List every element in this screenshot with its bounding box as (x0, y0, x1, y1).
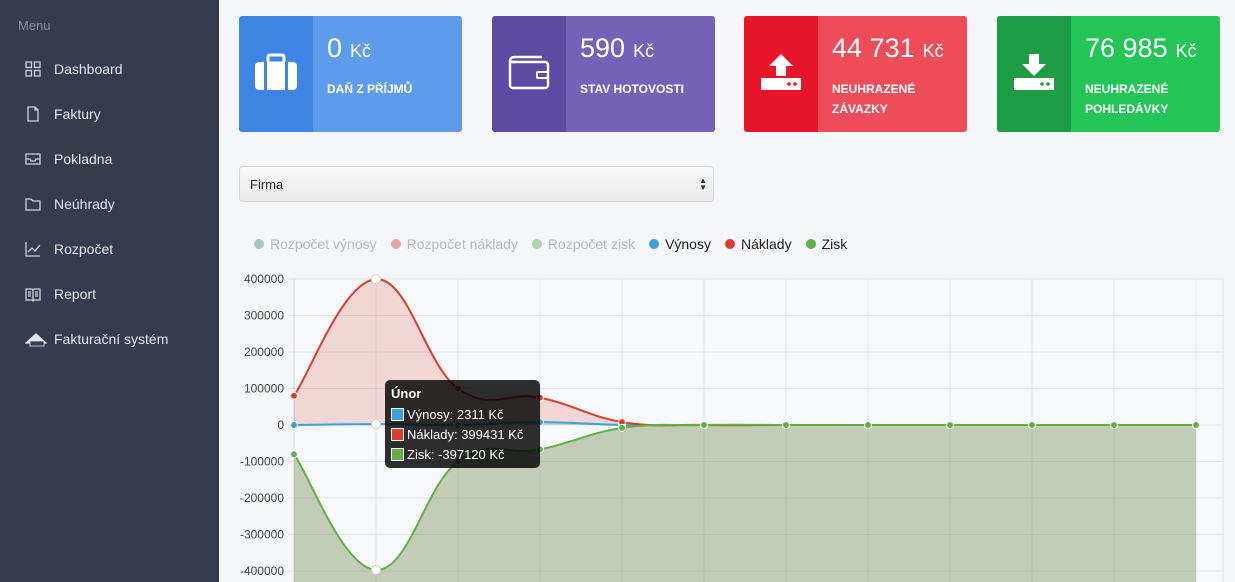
legend-item-rozpocet-zisk[interactable]: Rozpočet zisk (531, 236, 635, 252)
card-stav-hotovosti[interactable]: 590 Kč STAV HOTOVOSTI (492, 16, 715, 132)
sidebar-item-dashboard[interactable]: Dashboard (0, 49, 219, 89)
sidebar-item-rozpocet[interactable]: Rozpočet (0, 229, 219, 269)
card-value: 44 731 Kč (832, 33, 944, 63)
document-icon (25, 106, 41, 122)
card-caption: NEUHRAZENÉ POHLEDÁVKY (1085, 81, 1169, 117)
sidebar-item-neuhrady[interactable]: Neúhrady (0, 184, 219, 224)
card-dan-z-prijmu[interactable]: 0 Kč DAŇ Z PŘÍJMŮ (239, 16, 462, 132)
point-zisk (618, 423, 626, 432)
card-value: 76 985 Kč (1085, 33, 1197, 63)
point-naklady (290, 391, 298, 400)
sidebar-item-report[interactable]: Report (0, 274, 219, 314)
card-caption: DAŇ Z PŘÍJMŮ (327, 81, 413, 96)
tooltip-row: Zisk: -397120 Kč (391, 444, 534, 464)
select-value: Firma (250, 176, 284, 192)
point-zisk (1192, 421, 1200, 429)
point-zisk (1110, 421, 1118, 429)
y-tick-label: -200000 (240, 491, 284, 505)
sidebar-item-label: Neúhrady (54, 196, 115, 212)
card-neuhrazene-pohledavky[interactable]: 76 985 Kč NEUHRAZENÉ POHLEDÁVKY (997, 16, 1220, 132)
sidebar-item-label: Fakturační systém (54, 331, 169, 347)
folder-icon (25, 196, 41, 212)
card-value: 590 Kč (580, 33, 655, 63)
point-vynosy (290, 421, 298, 429)
sidebar-item-label: Report (54, 286, 97, 302)
y-tick-label: 200000 (244, 345, 284, 359)
y-tick-label: -300000 (240, 528, 284, 542)
legend-item-rozpocet-vynosy[interactable]: Rozpočet výnosy (254, 236, 377, 252)
point-zisk (290, 450, 298, 459)
point-vynosy (371, 419, 381, 430)
sidebar-item-fakturacni-system[interactable]: Fakturační systém (0, 319, 219, 359)
sidebar-item-pokladna[interactable]: Pokladna (0, 139, 219, 179)
y-tick-label: 0 (277, 418, 284, 432)
tooltip-title: Únor (391, 386, 422, 401)
card-caption: NEUHRAZENÉ ZÁVAZKY (832, 81, 916, 117)
sidebar-item-label: Faktury (54, 106, 101, 122)
sidebar: Menu Dashboard Faktury Pokladna Neúhrady… (0, 0, 219, 582)
card-value: 0 Kč (327, 33, 372, 63)
book-icon (25, 286, 41, 302)
y-tick-label: 400000 (244, 272, 284, 286)
line-chart-icon (25, 241, 41, 257)
area-naklady (294, 279, 1196, 426)
upload-icon (759, 52, 803, 97)
chart-legend: Rozpočet výnosy Rozpočet náklady Rozpoče… (254, 236, 861, 252)
sidebar-item-label: Rozpočet (54, 241, 114, 257)
legend-item-naklady[interactable]: Náklady (724, 236, 792, 252)
y-tick-label: -100000 (240, 455, 284, 469)
grid-icon (25, 61, 41, 77)
point-zisk (946, 421, 954, 429)
chart-tooltip: Únor Výnosy: 2311 Kč Náklady: 399431 Kč … (385, 380, 540, 468)
menu-title: Menu (18, 18, 51, 33)
sidebar-item-label: Dashboard (54, 61, 123, 77)
download-icon (1012, 52, 1056, 97)
tooltip-row: Výnosy: 2311 Kč (391, 404, 534, 424)
legend-item-vynosy[interactable]: Výnosy (649, 236, 711, 252)
point-zisk (864, 421, 872, 429)
card-neuhrazene-zavazky[interactable]: 44 731 Kč NEUHRAZENÉ ZÁVAZKY (744, 16, 967, 132)
chart-svg: 400000 300000 200000 100000 0 -100000 -200000 -… (240, 272, 1224, 582)
y-tick-label: 300000 (244, 309, 284, 323)
tooltip-row: Náklady: 399431 Kč (391, 424, 534, 444)
sidebar-item-label: Pokladna (54, 151, 113, 167)
point-naklady (371, 274, 381, 285)
company-select[interactable]: Firma ▲ ▼ (239, 166, 714, 202)
y-tick-label: 100000 (244, 382, 284, 396)
card-caption: STAV HOTOVOSTI (580, 81, 685, 96)
sidebar-item-faktury[interactable]: Faktury (0, 94, 219, 134)
wallet-icon (507, 54, 551, 95)
inbox-icon (25, 151, 41, 167)
point-zisk (1028, 421, 1036, 429)
briefcase-icon (253, 52, 299, 97)
point-zisk (782, 421, 790, 429)
line-chart[interactable]: 400000 300000 200000 100000 0 -100000 -200000 -… (230, 265, 1235, 582)
select-arrows-icon: ▲ ▼ (699, 176, 707, 192)
seo-logo-icon (25, 331, 47, 347)
point-zisk (371, 564, 381, 575)
y-tick-label: -400000 (240, 564, 284, 578)
point-zisk (700, 421, 708, 429)
legend-item-rozpocet-naklady[interactable]: Rozpočet náklady (390, 236, 518, 252)
legend-item-zisk[interactable]: Zisk (805, 236, 847, 252)
